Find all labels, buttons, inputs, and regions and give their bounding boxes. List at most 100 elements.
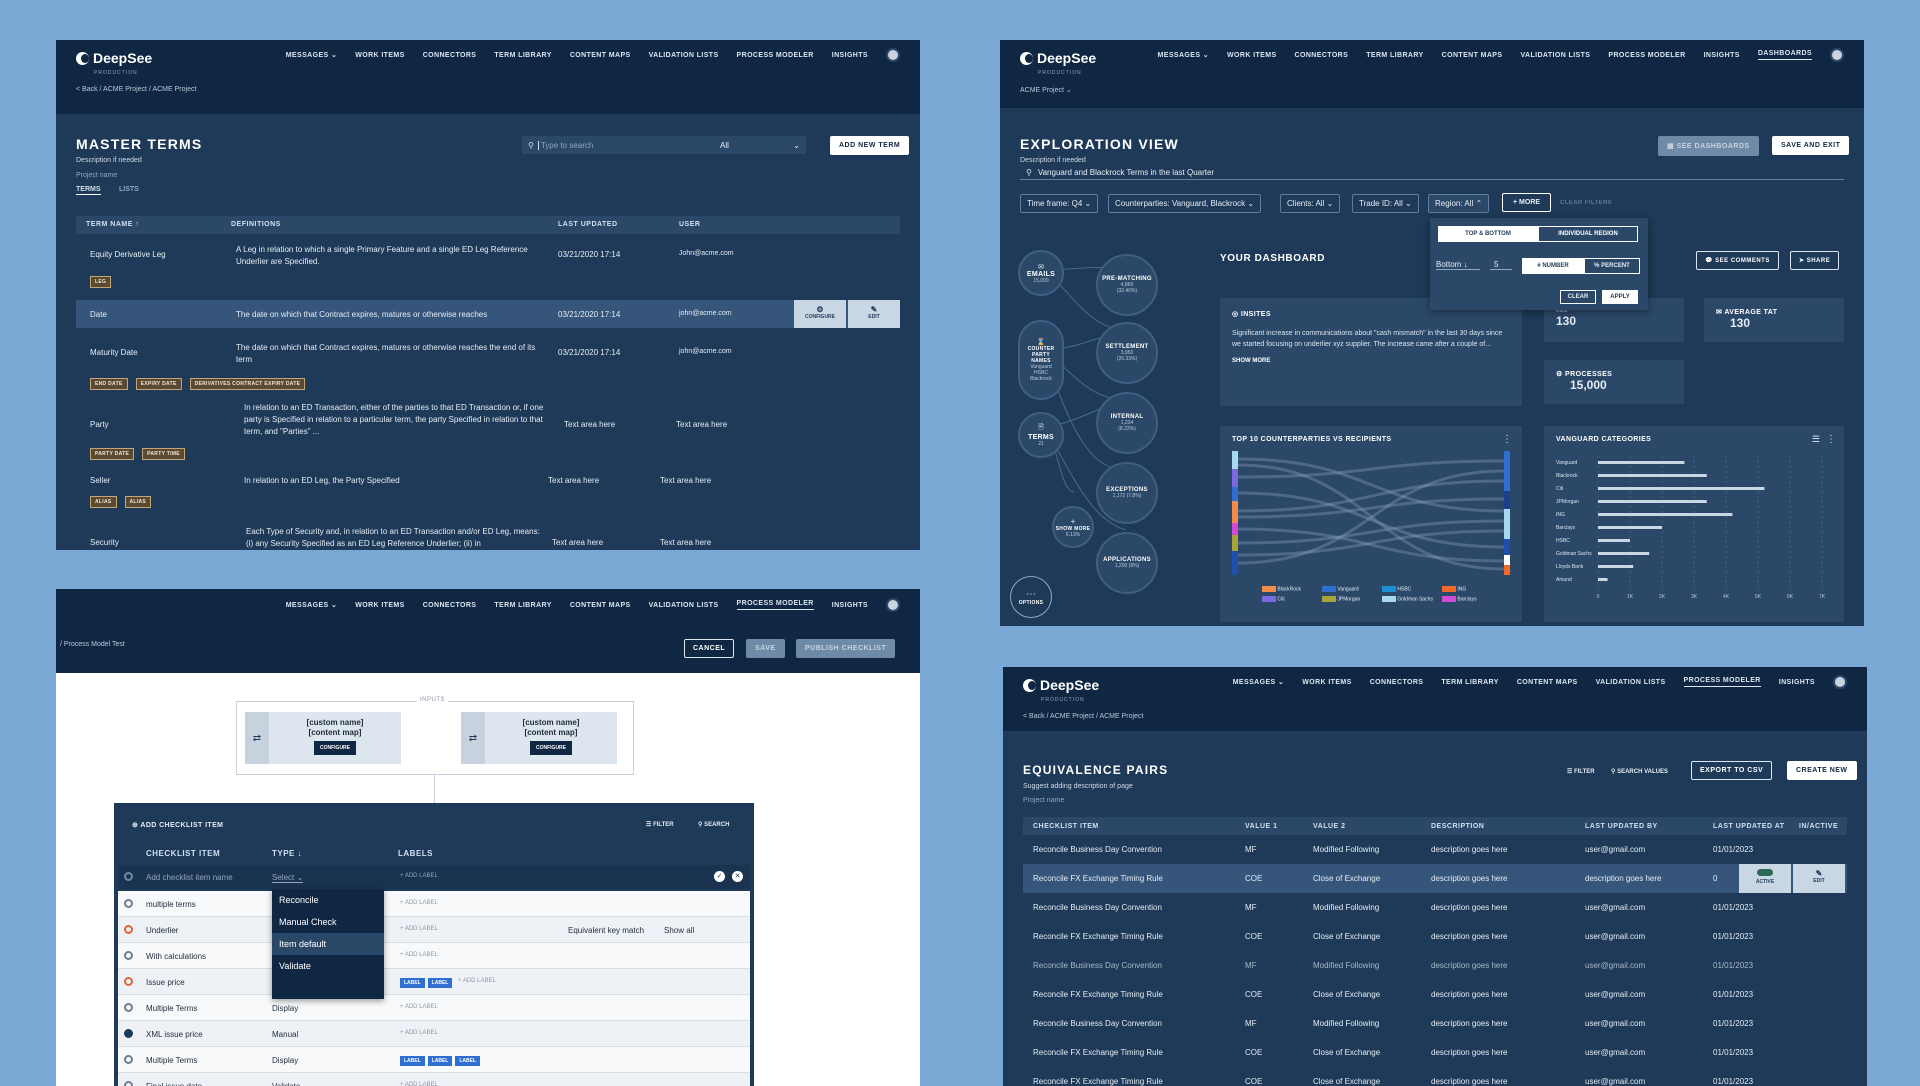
add-label-link[interactable]: + ADD LABEL [458,978,496,984]
node-emails[interactable]: ✉ EMAILS 15,000 [1018,250,1064,296]
bar[interactable] [1598,552,1650,555]
avatar[interactable] [886,48,900,62]
filter-button[interactable]: ☰ FILTER [646,822,674,828]
col-term-name[interactable]: TERM NAME ↑ [86,221,140,228]
gear-icon[interactable] [124,1003,133,1012]
nav-term-library[interactable]: TERM LIBRARY [1366,51,1424,59]
tab-terms[interactable]: TERMS [76,186,101,195]
export-csv-button[interactable]: EXPORT TO CSV [1691,761,1773,780]
nav-work-items[interactable]: WORK ITEMS [355,51,405,59]
bar[interactable] [1598,487,1765,490]
table-row[interactable]: Reconcile FX Exchange Timing Rule COE Clos… [1023,980,1847,1009]
query-field[interactable]: ⚲ Vanguard and Blackrock Terms in the las… [1020,166,1844,180]
popover-apply-button[interactable]: APPLY [1602,290,1638,304]
tab-lists[interactable]: LISTS [119,186,139,193]
table-row[interactable]: Security Each Type of Security and, in r… [76,526,900,550]
node-settlement[interactable]: SETTLEMENT 3,950 (26.33%) [1096,322,1158,384]
table-row[interactable]: Equity Derivative Leg A Leg in relation … [76,236,900,296]
nav-connectors[interactable]: CONNECTORS [1294,51,1349,59]
tag[interactable]: ALIAS [124,496,151,508]
gear-icon[interactable] [124,1055,133,1064]
node-counterparties[interactable]: ⌛ COUNTER PARTY NAMES Vanguard HSBC Blackr… [1018,320,1064,400]
project-selector[interactable]: ACME Project ⌄ [1020,87,1072,94]
node-internal[interactable]: INTERNAL 1,234 (8.22%) [1096,392,1158,454]
nav-validation-lists[interactable]: VALIDATION LISTS [1520,51,1591,59]
add-label-link[interactable]: + ADD LABEL [400,1004,438,1010]
label-chip[interactable]: LABEL [400,978,425,988]
nav-content-maps[interactable]: CONTENT MAPS [569,601,631,609]
save-exit-button[interactable]: SAVE AND EXIT [1772,136,1850,155]
popover-tab-top-bottom[interactable]: TOP & BOTTOM [1438,226,1538,242]
breadcrumb[interactable]: < Back / ACME Project / ACME Project [1023,713,1144,720]
nav-messages[interactable]: MESSAGES ⌄ [1232,679,1285,686]
item-name-input[interactable]: Add checklist item name [146,873,233,882]
popover-mode-select[interactable]: Bottom ↓ [1436,260,1480,270]
popover-percent-option[interactable]: % PERCENT [1584,258,1640,274]
col-in-active[interactable]: IN/ACTIVE [1799,823,1839,830]
publish-checklist-button[interactable]: PUBLISH CHECKLIST [796,639,896,658]
bar[interactable] [1598,539,1630,542]
dropdown-option-validate[interactable]: Validate [279,961,311,971]
nav-term-library[interactable]: TERM LIBRARY [494,51,552,59]
col-labels[interactable]: LABELS [398,849,433,858]
create-new-button[interactable]: CREATE NEW [1787,761,1857,780]
configure-button[interactable]: ⚙ CONFIGURE [794,300,846,328]
nav-process-modeler[interactable]: PROCESS MODELER [1683,677,1761,687]
add-label-link[interactable]: + ADD LABEL [400,1030,438,1036]
nav-insights[interactable]: INSIGHTS [831,51,868,59]
confirm-icon[interactable]: ✓ [714,871,725,882]
nav-messages[interactable]: MESSAGES ⌄ [285,52,338,59]
col-type[interactable]: TYPE ↓ [272,849,303,858]
search-input[interactable]: Type to search [537,140,735,150]
filter-select[interactable]: All ⌄ [714,136,806,154]
logo[interactable]: DeepSee [1020,50,1096,66]
nav-insights[interactable]: INSIGHTS [1778,678,1815,686]
edit-button[interactable]: ✎ EDIT [848,300,900,328]
filter-counterparties[interactable]: Counterparties: Vanguard, Blackrock ⌄ [1108,194,1262,213]
add-label-link[interactable]: + ADD LABEL [400,900,438,906]
popover-count-input[interactable]: 5 [1490,260,1512,270]
popover-number-option[interactable]: # NUMBER [1522,258,1584,274]
filter-trade-id[interactable]: Trade ID: All ⌄ [1352,194,1419,213]
filter-timeframe[interactable]: Time frame: Q4 ⌄ [1020,194,1099,213]
nav-connectors[interactable]: CONNECTORS [422,51,477,59]
close-icon[interactable]: ✕ [732,871,743,882]
nav-validation-lists[interactable]: VALIDATION LISTS [648,51,719,59]
nav-content-maps[interactable]: CONTENT MAPS [1516,678,1578,686]
nav-dashboards[interactable]: DASHBOARDS [1757,50,1812,60]
search-button[interactable]: ⚲ SEARCH [698,822,730,828]
tag[interactable]: DERIVATIVES CONTRACT EXPIRY DATE [189,378,306,390]
table-row[interactable]: Issue price LABEL LABEL + ADD LABEL [118,969,750,995]
add-label-link[interactable]: + ADD LABEL [400,1082,438,1086]
bar[interactable] [1598,461,1685,464]
gear-icon[interactable] [124,1029,133,1038]
label-chip[interactable]: LABEL [400,1056,425,1066]
bar[interactable] [1598,526,1662,529]
table-row[interactable]: Reconcile FX Exchange Timing Rule COE Clos… [1023,1038,1847,1067]
filter-region[interactable]: Region: All ⌃ [1428,194,1490,213]
popover-clear-button[interactable]: CLEAR [1560,290,1596,304]
col-checklist-item[interactable]: CHECKLIST ITEM [1033,823,1099,830]
share-button[interactable]: ➤ SHARE [1790,251,1840,270]
table-row[interactable]: Reconcile FX Exchange Timing Rule COE Clos… [1023,864,1847,893]
table-row[interactable]: Party In relation to an ED Transaction, … [76,396,900,460]
edit-button[interactable]: ✎ EDIT [1793,864,1845,893]
tag[interactable]: PARTY DATE [90,448,135,460]
col-value-1[interactable]: VALUE 1 [1245,823,1278,830]
breadcrumb[interactable]: < Back / ACME Project / ACME Project [76,86,197,93]
gear-icon[interactable] [124,1081,133,1086]
avatar[interactable] [886,598,900,612]
popover-tab-individual-region[interactable]: INDIVIDUAL REGION [1538,226,1638,242]
nav-insights[interactable]: INSIGHTS [831,601,868,609]
gear-icon[interactable] [124,951,133,960]
show-all-link[interactable]: Show all [664,926,695,935]
table-row[interactable]: Reconcile Business Day Convention MF Modif… [1023,893,1847,922]
table-row[interactable]: Reconcile Business Day Convention MF Modif… [1023,951,1847,980]
nav-connectors[interactable]: CONNECTORS [422,601,477,609]
dropdown-option-reconcile[interactable]: Reconcile [279,895,319,905]
nav-validation-lists[interactable]: VALIDATION LISTS [648,601,719,609]
nav-messages[interactable]: MESSAGES ⌄ [1157,52,1210,59]
add-label-link[interactable]: + ADD LABEL [400,926,438,932]
col-definitions[interactable]: DEFINITIONS [231,221,281,228]
table-row[interactable]: Reconcile Business Day Convention MF Modif… [1023,835,1847,864]
